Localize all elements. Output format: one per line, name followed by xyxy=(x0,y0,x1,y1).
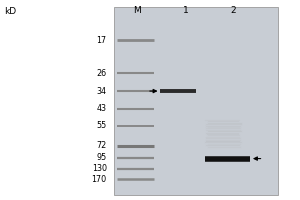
Text: 1: 1 xyxy=(183,6,189,15)
Text: 43: 43 xyxy=(97,104,107,113)
Text: M: M xyxy=(133,6,140,15)
Text: 34: 34 xyxy=(97,87,107,96)
Text: 170: 170 xyxy=(92,175,107,184)
Text: 26: 26 xyxy=(97,69,107,78)
Text: 95: 95 xyxy=(97,153,107,162)
Text: kD: kD xyxy=(4,7,16,16)
Bar xyxy=(114,7,278,195)
Text: 17: 17 xyxy=(97,36,107,45)
Text: 130: 130 xyxy=(92,164,107,173)
Text: 2: 2 xyxy=(231,6,236,15)
Text: 72: 72 xyxy=(97,141,107,150)
Text: 55: 55 xyxy=(97,121,107,130)
